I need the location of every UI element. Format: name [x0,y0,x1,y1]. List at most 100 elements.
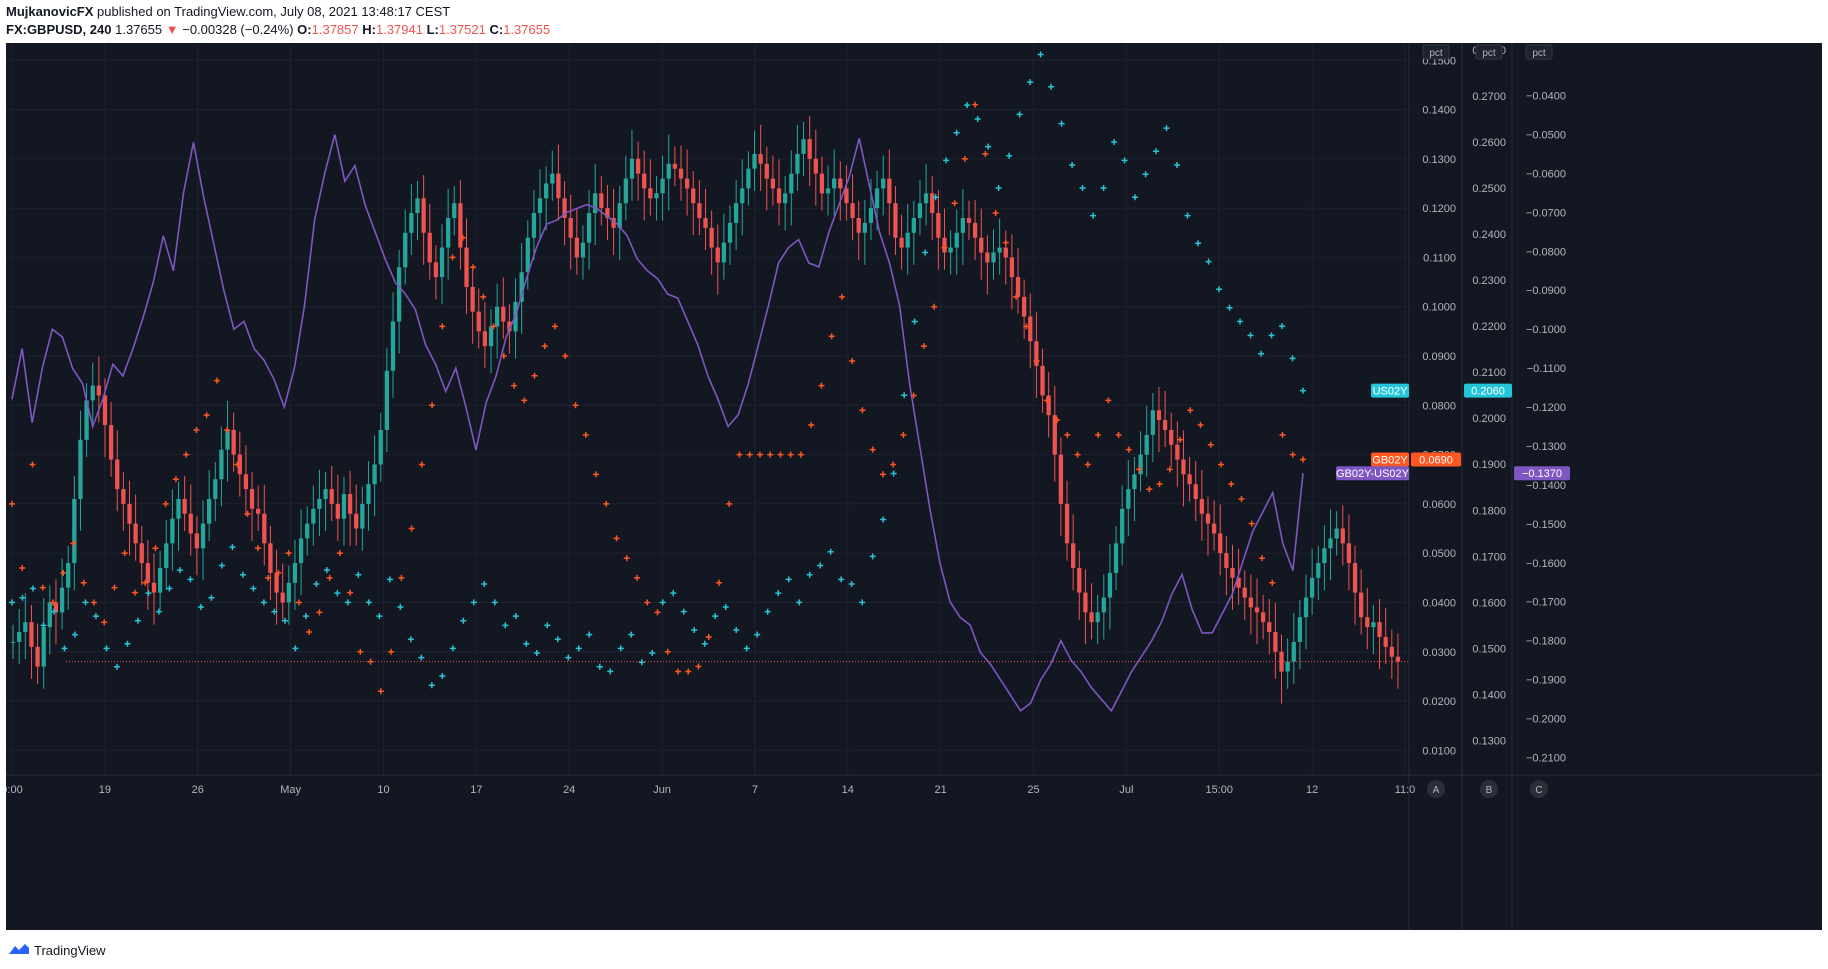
candle-body[interactable] [280,592,285,603]
candle-body[interactable] [727,222,733,243]
candle-body[interactable] [856,217,861,233]
candle-body[interactable] [1077,567,1082,593]
candle-body[interactable] [262,513,267,544]
candle-body[interactable] [53,602,59,613]
candle-body[interactable] [1230,567,1235,578]
candle-body[interactable] [862,222,867,233]
candle-body[interactable] [936,213,941,238]
candle-body[interactable] [911,217,916,233]
candle-body[interactable] [476,311,481,332]
candle-body[interactable] [268,543,273,573]
candle-body[interactable] [1083,592,1088,613]
candle-body[interactable] [966,217,972,223]
candle-body[interactable] [225,429,230,450]
candle-body[interactable] [1150,410,1155,435]
candle-body[interactable] [176,498,181,519]
candle-body[interactable] [1089,612,1094,623]
candle-body[interactable] [274,572,279,593]
candle-body[interactable] [1156,410,1162,421]
author-name[interactable]: MujkanovicFX [6,4,94,19]
candle-body[interactable] [47,602,52,628]
candle-body[interactable] [1009,257,1015,278]
candle-body[interactable] [1138,454,1143,475]
candle-body[interactable] [1334,528,1339,539]
candle-body[interactable] [648,188,653,199]
candle-body[interactable] [531,213,537,238]
candle-body[interactable] [972,222,978,238]
candle-body[interactable] [347,494,353,514]
candle-body[interactable] [697,203,702,218]
candle-body[interactable] [715,247,720,263]
candle-body[interactable] [1389,646,1394,657]
candle-body[interactable] [611,217,616,228]
candle-body[interactable] [1371,622,1376,628]
candle-body[interactable] [219,449,224,480]
candle-body[interactable] [1003,247,1008,258]
candle-body[interactable] [194,533,200,549]
candle-body[interactable] [684,178,690,189]
candle-body[interactable] [721,242,727,263]
candle-body[interactable] [488,326,494,347]
candle-body[interactable] [384,370,390,430]
candle-body[interactable] [1021,296,1027,317]
candle-body[interactable] [1273,632,1278,652]
candle-body[interactable] [580,242,586,258]
candle-body[interactable] [1193,484,1198,499]
candle-body[interactable] [1101,597,1106,613]
symbol-label[interactable]: FX:GBPUSD, 240 [6,22,112,37]
candle-body[interactable] [139,543,144,564]
candle-body[interactable] [17,632,22,642]
candle-body[interactable] [1205,513,1211,524]
candle-body[interactable] [758,153,763,164]
candle-body[interactable] [660,178,665,194]
candle-body[interactable] [1107,572,1113,598]
candle-body[interactable] [1328,538,1333,549]
candle-body[interactable] [1071,543,1076,568]
tradingview-logo-icon[interactable] [8,942,30,956]
candle-body[interactable] [90,385,95,401]
candle-body[interactable] [1095,612,1100,623]
candle-body[interactable] [403,232,408,268]
candle-body[interactable] [881,178,886,189]
candle-body[interactable] [1034,341,1039,366]
candle-body[interactable] [378,429,383,465]
candle-body[interactable] [666,163,671,179]
candle-body[interactable] [868,208,874,223]
candle-body[interactable] [231,429,236,455]
candle-body[interactable] [115,459,120,490]
candle-body[interactable] [366,484,371,504]
candle-body[interactable] [311,508,316,524]
candle-body[interactable] [1028,316,1033,342]
candle-body[interactable] [360,503,365,529]
candle-body[interactable] [1346,543,1352,564]
candle-body[interactable] [1395,656,1401,662]
candle-body[interactable] [1132,474,1137,490]
candle-body[interactable] [1058,454,1064,504]
candle-body[interactable] [764,163,769,179]
candle-body[interactable] [1169,429,1174,445]
candle-body[interactable] [930,193,935,214]
candle-body[interactable] [164,543,169,568]
candle-body[interactable] [409,213,414,233]
candle-body[interactable] [1260,612,1266,623]
candle-body[interactable] [286,582,291,603]
candle-body[interactable] [415,198,420,214]
candle-body[interactable] [1224,553,1229,568]
candle-body[interactable] [1126,489,1131,509]
candle-body[interactable] [243,474,249,490]
candle-body[interactable] [948,247,953,253]
candle-body[interactable] [1310,577,1315,598]
candle-body[interactable] [1352,563,1358,593]
candle-body[interactable] [256,508,261,514]
candle-body[interactable] [1120,508,1125,544]
candle-body[interactable] [1267,622,1272,633]
candle-body[interactable] [985,252,990,263]
candle-body[interactable] [121,489,126,504]
candle-body[interactable] [396,267,402,322]
candle-body[interactable] [41,627,46,667]
candle-body[interactable] [10,641,16,643]
candle-body[interactable] [372,464,377,485]
candle-body[interactable] [979,237,984,253]
candle-body[interactable] [1365,617,1370,628]
candle-body[interactable] [519,272,524,302]
